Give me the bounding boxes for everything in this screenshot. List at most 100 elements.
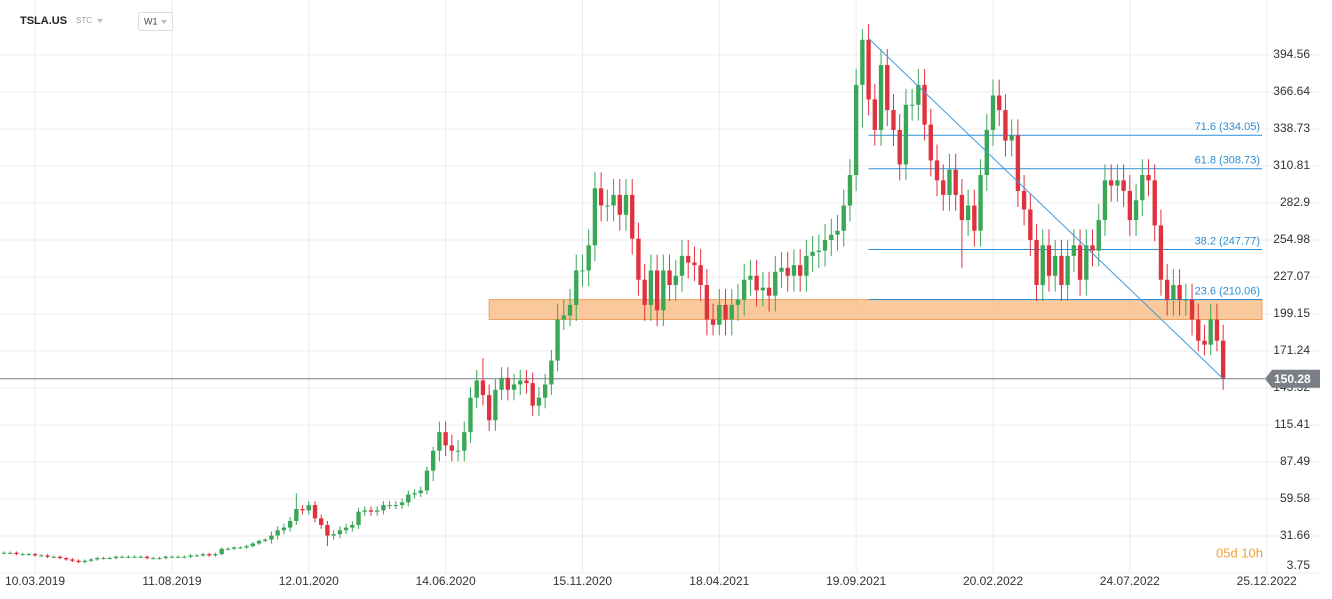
candle-body — [95, 558, 100, 560]
candle-body — [474, 380, 479, 398]
y-tick-label: 31.66 — [1280, 528, 1310, 542]
candle-body — [617, 194, 622, 215]
x-tick-label: 15.11.2020 — [553, 574, 612, 588]
candle-body — [381, 505, 386, 511]
candle-body — [343, 527, 349, 531]
candle-body — [412, 493, 417, 495]
candle-body — [704, 285, 710, 320]
candle-body — [630, 194, 635, 239]
candle-body — [742, 279, 747, 300]
candle-body — [1158, 225, 1164, 280]
candle-body — [312, 505, 318, 519]
candle-body — [605, 205, 610, 207]
candle-body — [281, 527, 287, 531]
candle-body — [822, 239, 828, 251]
candle-body — [1196, 319, 1201, 341]
candle-body — [1140, 175, 1145, 201]
candle-body — [368, 510, 374, 512]
candle-body — [592, 188, 598, 246]
candle-body — [1202, 340, 1207, 345]
candle-body — [549, 360, 554, 385]
candle-body — [20, 554, 25, 556]
header: TSLA.US STC W1 — [20, 12, 173, 31]
y-tick-label: 115.41 — [1274, 417, 1310, 431]
candle-body — [1189, 299, 1195, 320]
candle-body — [207, 554, 212, 556]
candle-body — [1034, 239, 1039, 286]
candle-body — [430, 450, 436, 471]
x-tick-label: 14.06.2020 — [416, 574, 476, 588]
candle-body — [673, 275, 678, 286]
y-tick-label: 338.73 — [1273, 121, 1310, 135]
candle-body — [70, 559, 75, 561]
y-tick-label: 59.58 — [1280, 491, 1310, 505]
candle-body — [1077, 245, 1083, 280]
candle-body — [679, 255, 685, 276]
candle-body — [667, 270, 672, 286]
price-tag-label: 150.28 — [1274, 372, 1311, 386]
candle-body — [997, 95, 1002, 111]
candle-body — [766, 287, 772, 296]
candle-body — [916, 84, 921, 105]
timeframe-box[interactable] — [138, 12, 173, 31]
fib-label: 71.6 (334.05) — [1195, 121, 1260, 133]
candle-body — [182, 556, 187, 558]
y-tick-label: 254.98 — [1273, 232, 1310, 246]
candle-body — [1121, 180, 1126, 191]
candle-body — [480, 380, 486, 396]
candle-body — [39, 555, 44, 557]
candle-body — [1053, 255, 1058, 276]
candle-body — [1003, 110, 1008, 141]
candle-body — [990, 95, 996, 130]
candle-body — [779, 267, 784, 272]
candle-body — [449, 445, 455, 451]
fib-label: 23.6 (210.06) — [1195, 285, 1260, 297]
candle-body — [698, 265, 703, 286]
candle-body — [735, 299, 741, 305]
timeframe[interactable]: W1 — [144, 16, 158, 26]
candle-body — [891, 110, 896, 130]
fib-label: 38.2 (247.77) — [1195, 235, 1260, 247]
candle-body — [1096, 220, 1101, 251]
candle-body — [256, 540, 262, 544]
candle-body — [1102, 180, 1108, 221]
candle-body — [729, 304, 734, 320]
candle-body — [1214, 319, 1220, 341]
candle-body — [829, 234, 834, 240]
candle-body — [810, 251, 815, 256]
candle-body — [947, 169, 952, 195]
x-tick-label: 11.08.2019 — [142, 574, 201, 588]
candle-body — [773, 271, 778, 296]
candle-body — [1208, 319, 1213, 345]
candle-body — [200, 554, 206, 556]
candle-body — [375, 510, 380, 512]
candle-body — [138, 556, 144, 558]
support-zone — [488, 299, 1263, 321]
x-tick-label: 18.04.2021 — [689, 574, 749, 588]
candle-body — [878, 65, 884, 130]
candle-body — [306, 505, 311, 511]
x-tick-label: 10.03.2019 — [5, 574, 65, 588]
candle-body — [194, 555, 199, 557]
x-tick-label: 12.01.2020 — [279, 574, 339, 588]
candle-body — [623, 194, 629, 215]
market[interactable]: STC — [76, 16, 92, 25]
candle-body — [331, 534, 336, 536]
candle-body — [32, 554, 38, 556]
candle-body — [462, 432, 467, 451]
candle-body — [26, 554, 32, 556]
fib-label: 61.8 (308.73) — [1195, 155, 1260, 167]
candle-body — [909, 104, 915, 106]
candle-body — [275, 530, 280, 536]
candle-body — [238, 547, 243, 549]
candle-body — [132, 556, 137, 558]
candle-body — [567, 304, 573, 316]
candle-body — [250, 543, 255, 547]
candle-body — [760, 287, 766, 291]
candle-body — [499, 377, 504, 390]
candle-body — [686, 255, 691, 263]
candle-body — [169, 556, 175, 558]
candle-body — [518, 380, 523, 385]
candle-body — [536, 397, 542, 406]
